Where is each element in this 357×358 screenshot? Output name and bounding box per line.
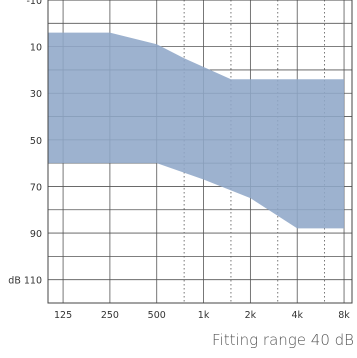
plot-border: [47, 0, 353, 304]
x-tick-label: 8k: [338, 310, 350, 321]
y-tick-label: 90: [30, 229, 42, 240]
y-tick-label: 70: [30, 182, 42, 193]
y-tick-label: -10: [26, 0, 42, 7]
x-tick-label: 2k: [245, 310, 257, 321]
y-tick-label: 30: [30, 89, 42, 100]
y-tick-label: dB 110: [8, 276, 42, 287]
x-axis-ticks: 125 250 500 1k 2k 4k 8k: [54, 310, 350, 321]
x-tick-label: 4k: [291, 310, 303, 321]
fitting-range-caption: Fitting range 40 dB: [212, 331, 354, 349]
y-tick-label: 10: [30, 43, 42, 54]
x-tick-label: 250: [101, 310, 119, 321]
x-tick-label: 125: [54, 310, 72, 321]
fitting-range-polygon: [48, 32, 345, 229]
y-tick-label: 50: [30, 136, 42, 147]
y-axis-ticks: -10 10 30 50 70 90 dB 110: [8, 0, 42, 287]
x-tick-label: 500: [148, 310, 166, 321]
x-tick-label: 1k: [198, 310, 210, 321]
chart-frame: [47, 0, 353, 304]
fitting-range-area: [48, 32, 345, 229]
